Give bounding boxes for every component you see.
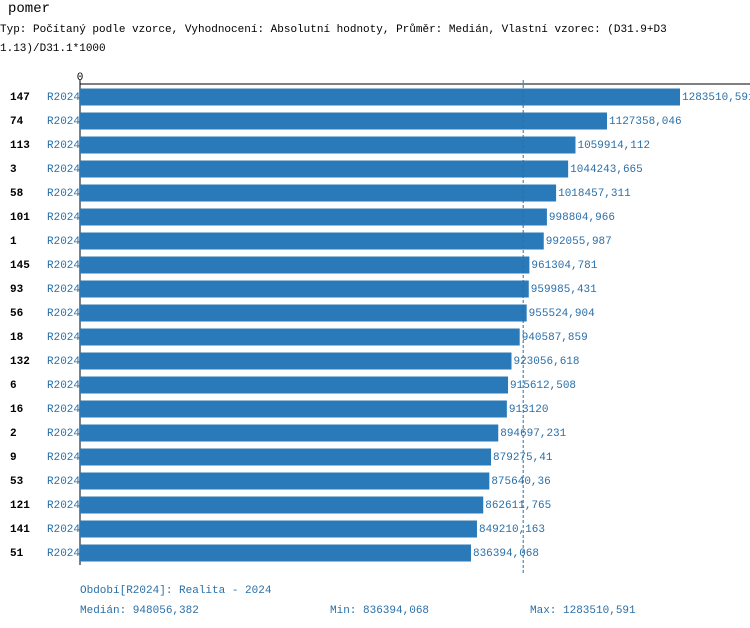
series-label: R2024 — [47, 212, 80, 224]
category-label: 113 — [10, 140, 30, 152]
x-tick-label: 0 — [77, 72, 84, 84]
bar — [80, 112, 608, 130]
series-label: R2024 — [47, 236, 80, 248]
bar — [80, 208, 547, 226]
value-label: 955524,904 — [529, 308, 595, 320]
value-label: 992055,987 — [546, 236, 612, 248]
category-label: 56 — [10, 308, 23, 320]
bar — [80, 232, 544, 250]
value-label: 915612,508 — [510, 380, 576, 392]
category-label: 58 — [10, 188, 24, 200]
series-label: R2024 — [47, 116, 80, 128]
category-label: 121 — [10, 500, 30, 512]
bar — [80, 136, 576, 154]
value-label: 940587,859 — [522, 332, 588, 344]
bar — [80, 328, 520, 346]
series-label: R2024 — [47, 380, 80, 392]
series-label: R2024 — [47, 188, 80, 200]
value-label: 836394,068 — [473, 548, 539, 560]
series-label: R2024 — [47, 284, 80, 296]
bar — [80, 544, 471, 562]
value-label: 959985,431 — [531, 284, 597, 296]
series-label: R2024 — [47, 524, 80, 536]
value-label: 1018457,311 — [558, 188, 631, 200]
bar — [80, 280, 529, 298]
bar — [80, 256, 530, 274]
value-label: 875640,36 — [491, 476, 550, 488]
category-label: 1 — [10, 236, 17, 248]
category-label: 18 — [10, 332, 24, 344]
value-label: 894697,231 — [500, 428, 566, 440]
bar — [80, 352, 512, 370]
value-label: 961304,781 — [531, 260, 597, 272]
category-label: 16 — [10, 404, 23, 416]
bar — [80, 184, 557, 202]
bar — [80, 424, 499, 442]
series-label: R2024 — [47, 164, 80, 176]
bar — [80, 496, 484, 514]
category-label: 145 — [10, 260, 30, 272]
category-label: 51 — [10, 548, 24, 560]
value-label: 862611,765 — [485, 500, 551, 512]
bar — [80, 520, 477, 538]
chart-title: pomer — [8, 1, 51, 17]
category-label: 141 — [10, 524, 30, 536]
value-label: 923056,618 — [513, 356, 579, 368]
category-label: 132 — [10, 356, 30, 368]
category-label: 93 — [10, 284, 24, 296]
value-label: 913120 — [509, 404, 549, 416]
bar — [80, 448, 492, 466]
bar — [80, 304, 527, 322]
value-label: 849210,163 — [479, 524, 545, 536]
series-label: R2024 — [47, 356, 80, 368]
chart-subtitle: Typ: Počítaný podle vzorce, Vyhodnocení:… — [0, 24, 667, 55]
value-label: 1059914,112 — [577, 140, 650, 152]
category-label: 2 — [10, 428, 17, 440]
value-label: 1283510,591 — [682, 92, 750, 104]
value-label: 998804,966 — [549, 212, 615, 224]
series-label: R2024 — [47, 476, 80, 488]
footer-median: Medián: 948056,382 — [80, 605, 199, 617]
category-label: 6 — [10, 380, 17, 392]
series-label: R2024 — [47, 404, 80, 416]
value-label: 1127358,046 — [609, 116, 682, 128]
series-label: R2024 — [47, 260, 80, 272]
bar — [80, 376, 509, 394]
series-label: R2024 — [47, 428, 80, 440]
category-label: 3 — [10, 164, 17, 176]
category-label: 147 — [10, 92, 30, 104]
series-label: R2024 — [47, 92, 80, 104]
series-label: R2024 — [47, 548, 80, 560]
footer-min: Min: 836394,068 — [330, 605, 429, 617]
value-label: 1044243,665 — [570, 164, 643, 176]
bar — [80, 160, 569, 178]
category-label: 74 — [10, 116, 24, 128]
category-label: 101 — [10, 212, 30, 224]
category-label: 53 — [10, 476, 24, 488]
bar — [80, 472, 490, 490]
series-label: R2024 — [47, 500, 80, 512]
series-label: R2024 — [47, 452, 80, 464]
series-label: R2024 — [47, 308, 80, 320]
bar — [80, 88, 680, 106]
bar — [80, 400, 507, 418]
footer-period: Období[R2024]: Realita - 2024 — [80, 585, 272, 597]
footer-max: Max: 1283510,591 — [530, 605, 636, 617]
series-label: R2024 — [47, 332, 80, 344]
series-label: R2024 — [47, 140, 80, 152]
category-label: 9 — [10, 452, 17, 464]
